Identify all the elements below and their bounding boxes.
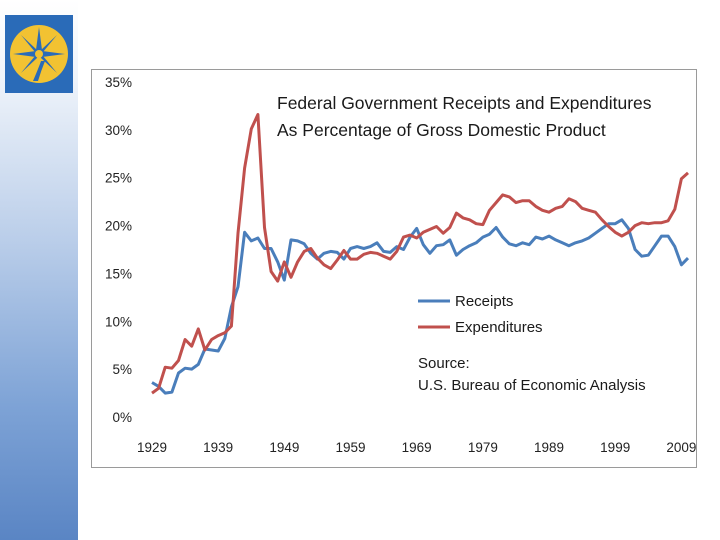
- y-tick-label: 25%: [105, 171, 132, 186]
- y-tick-label: 20%: [105, 219, 132, 234]
- chart-plot: 0% 5% 10% 15% 20% 25% 30% 35% 1929 1939 1949 1959 1…: [105, 75, 696, 455]
- x-tick-label: 1939: [203, 440, 233, 455]
- y-tick-label: 30%: [105, 123, 132, 138]
- chart-title-line-1: Federal Government Receipts and Expendit…: [277, 93, 652, 113]
- y-tick-label: 35%: [105, 75, 132, 90]
- series-line-expenditures: [151, 113, 689, 395]
- legend-expenditures-label: Expenditures: [455, 319, 543, 336]
- x-tick-label: 1929: [137, 440, 167, 455]
- x-tick-label: 1979: [468, 440, 498, 455]
- compass-star-logo: [5, 15, 73, 93]
- x-tick-label: 2009: [666, 440, 696, 455]
- x-tick-label: 1989: [534, 440, 564, 455]
- source-label: Source:: [418, 355, 470, 372]
- legend-receipts-label: Receipts: [455, 293, 513, 310]
- x-tick-label: 1959: [335, 440, 365, 455]
- x-tick-label: 1949: [269, 440, 299, 455]
- y-tick-label: 0%: [112, 410, 132, 425]
- chart-frame: 0% 5% 10% 15% 20% 25% 30% 35% 1929 1939 1949 1959 1…: [91, 69, 697, 468]
- y-tick-label: 15%: [105, 266, 132, 281]
- chart-title-line-2: As Percentage of Gross Domestic Product: [277, 120, 606, 140]
- y-tick-label: 5%: [112, 362, 132, 377]
- source-value: U.S. Bureau of Economic Analysis: [418, 377, 646, 394]
- x-tick-label: 1999: [600, 440, 630, 455]
- x-tick-label: 1969: [402, 440, 432, 455]
- y-tick-label: 10%: [105, 314, 132, 329]
